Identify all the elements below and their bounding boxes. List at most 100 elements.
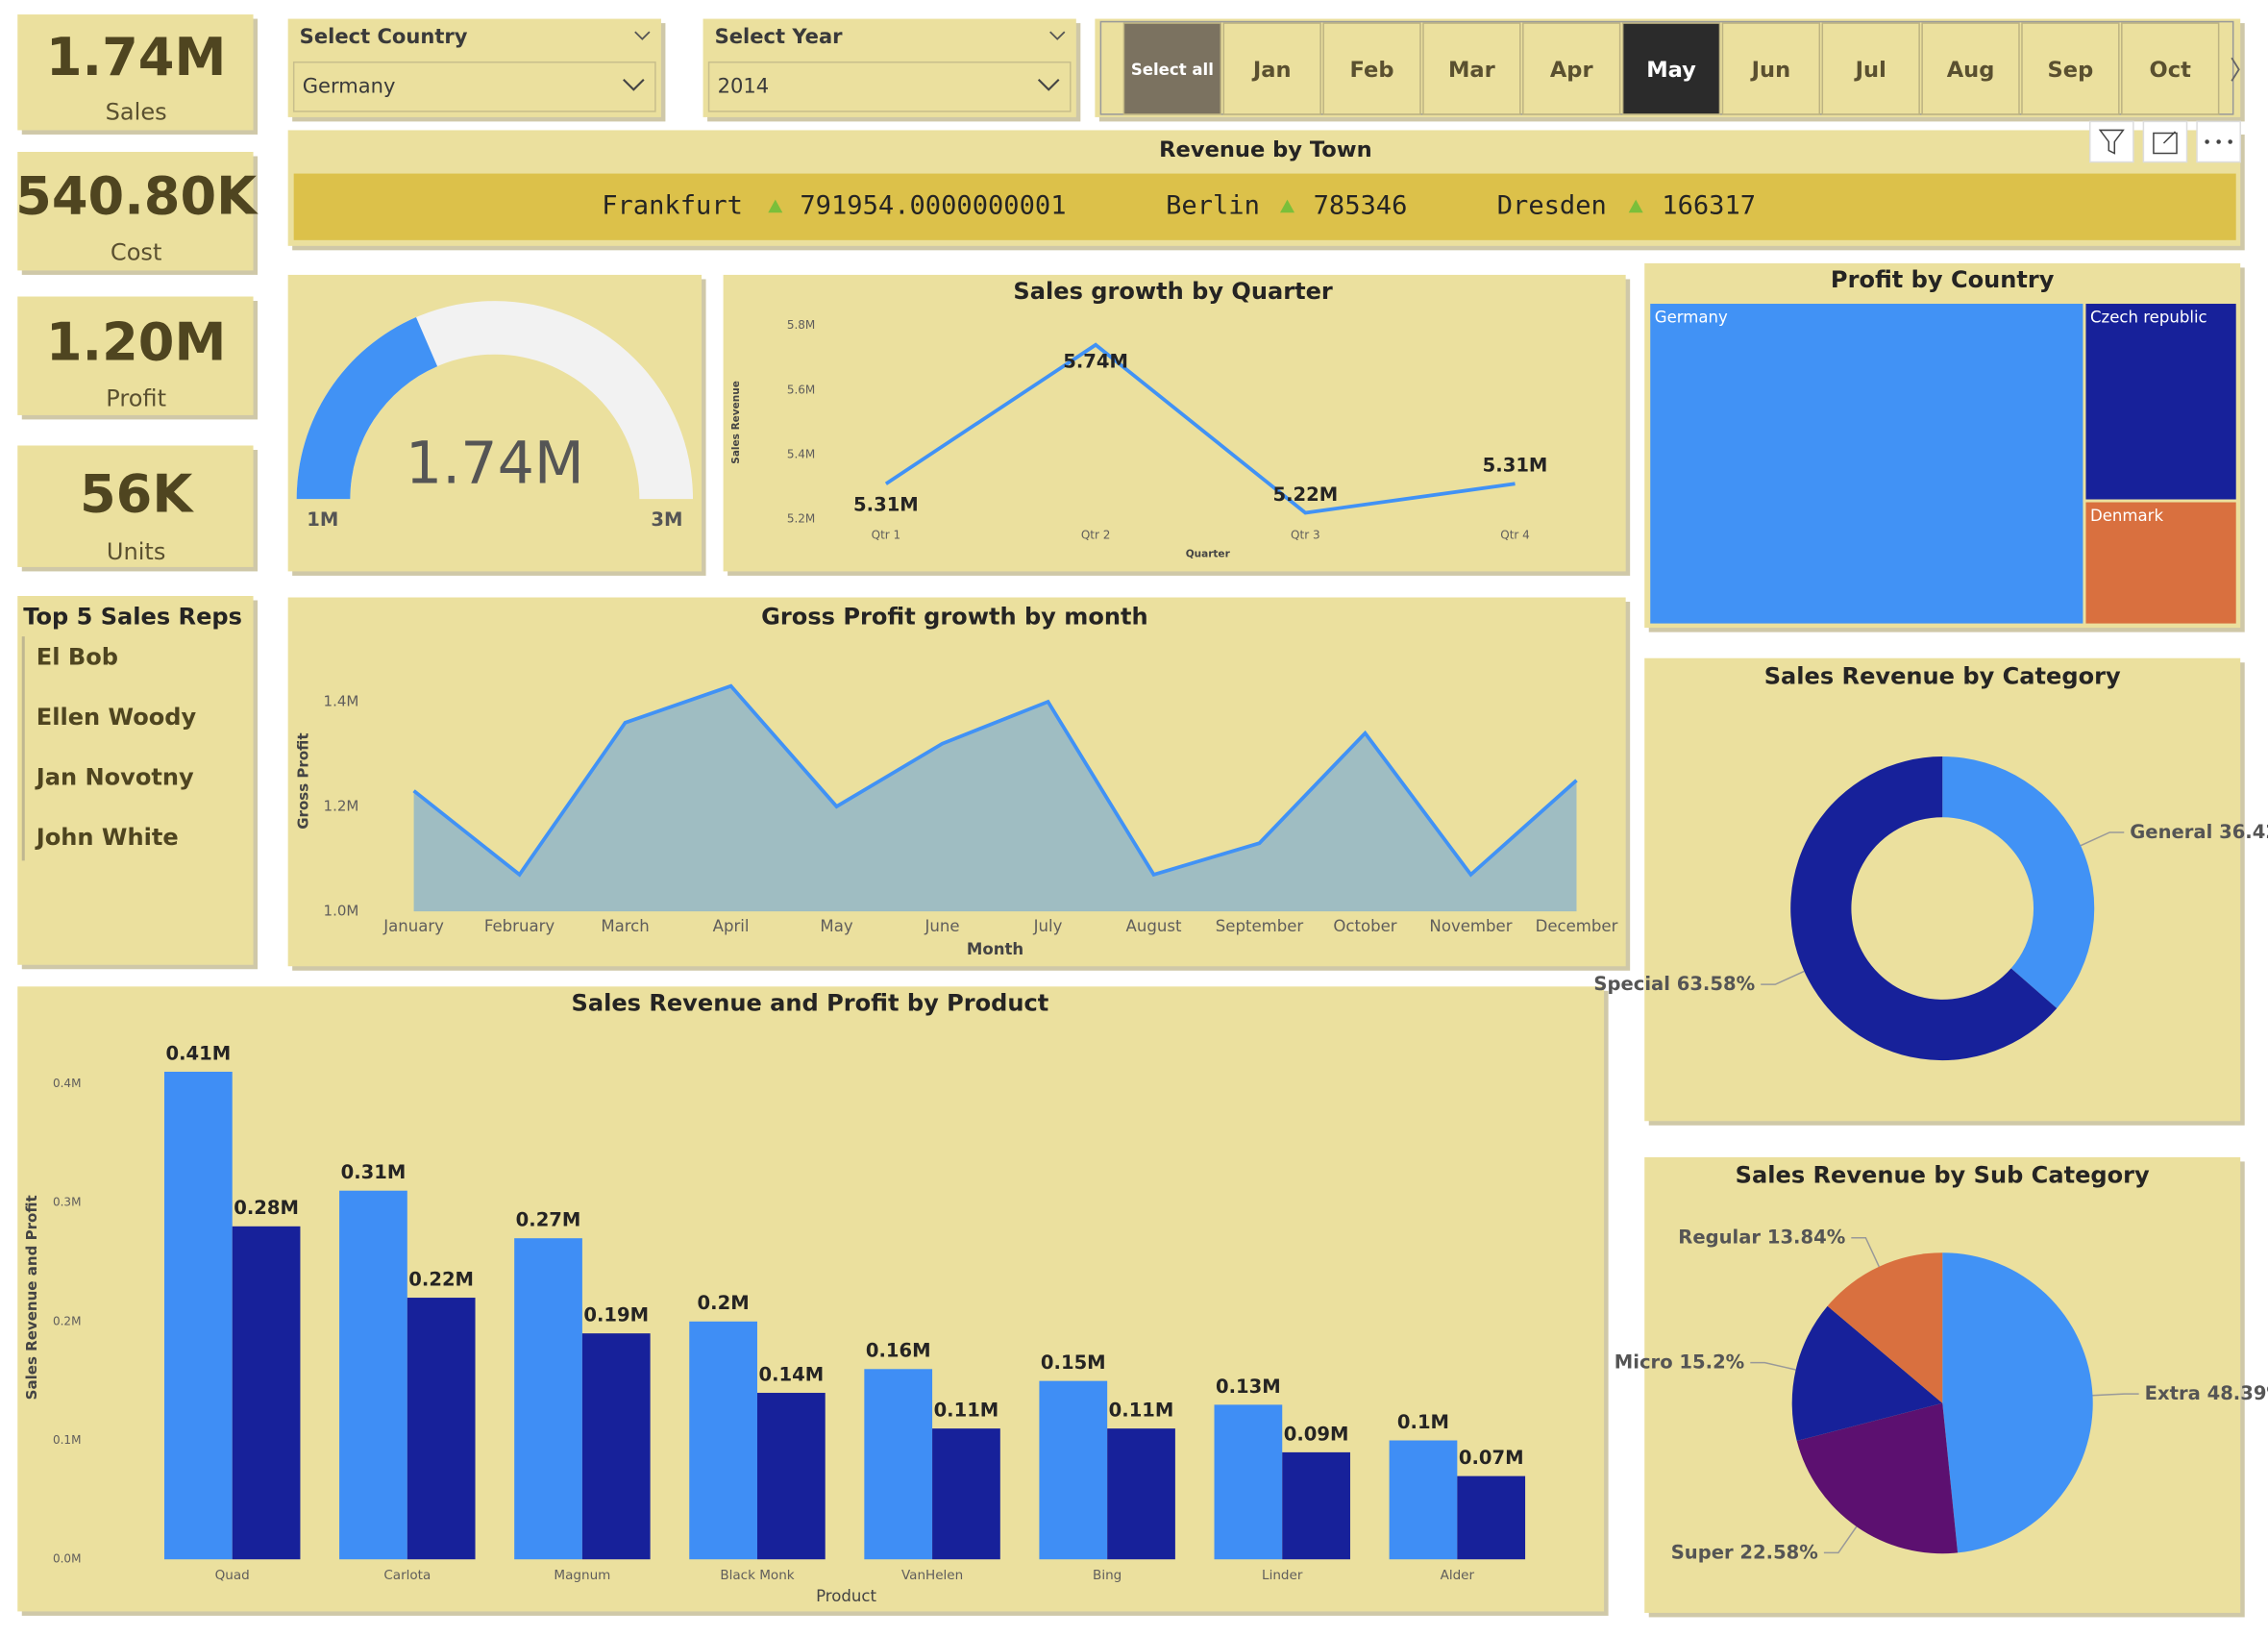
percent-label: 15.2% [1679,1351,1744,1373]
bar[interactable] [1107,1428,1175,1560]
tick-label: August [1126,917,1182,935]
leader-line [2080,831,2125,847]
line [884,342,1516,515]
data-label: 0.31M [341,1161,407,1183]
kpi-card [17,296,254,415]
slicer-button[interactable] [1422,22,1521,115]
treemap-cell[interactable] [1647,301,2086,627]
focus-icon[interactable] [2142,120,2188,163]
bar[interactable] [1389,1440,1458,1560]
treemap-cell[interactable] [2083,499,2239,627]
leader-line [1823,1525,1858,1554]
donut-segment[interactable] [1942,756,2095,1008]
bar[interactable] [1282,1451,1350,1560]
tick-label: Qtr 4 [1500,528,1530,541]
bar[interactable] [163,1071,233,1560]
slicer-button[interactable] [1522,22,1621,115]
slicer-button[interactable] [2021,22,2120,115]
bar[interactable] [932,1428,1000,1560]
chart-title: Gross Profit growth by month [761,604,1147,631]
x-axis-title: Month [967,940,1023,958]
pie-slice[interactable] [1942,1252,2093,1553]
bar[interactable] [232,1226,301,1560]
chart-title: Sales Revenue by Category [1764,662,2121,689]
slicer-label: Sep [2048,58,2094,83]
bar[interactable] [581,1333,651,1560]
pie-slice[interactable] [1791,1305,1943,1441]
bar[interactable] [864,1369,933,1560]
data-label: Micro 15.2% [1615,1351,1744,1373]
town-value: 791954.0000000001 [800,191,1066,221]
tick-label: 0.0M [53,1552,81,1566]
slicer-button[interactable] [1322,22,1421,115]
slicer-button[interactable] [1821,22,1920,115]
dropdown[interactable] [292,61,656,112]
sales-rep[interactable]: Jan Novotny [35,764,194,791]
category-name: Super [1671,1541,1734,1563]
bar[interactable] [1214,1404,1283,1560]
slicer-label: Select all [1131,61,1214,79]
filter-value: Germany [303,73,396,97]
bar[interactable] [1457,1475,1526,1560]
slicer-button[interactable] [1222,22,1321,115]
bar[interactable] [339,1190,407,1560]
data-label: 0.22M [408,1268,474,1290]
kpi-card [17,14,254,131]
data-label: 0.1M [1397,1411,1449,1433]
percent-label: 22.58% [1739,1541,1817,1563]
filter-title: Select Country [300,24,468,48]
bar[interactable] [1039,1380,1108,1560]
kpi-value: 1.74M [46,27,227,87]
dropdown[interactable] [707,61,1072,112]
town-value: 166317 [1662,191,1756,221]
data-label: 0.16M [866,1340,931,1362]
leader-line [2092,1393,2139,1397]
slicer-button[interactable] [1122,22,1222,115]
kpi-label: Profit [106,384,166,411]
tick-label: 5.4M [787,448,815,461]
slicer-label: Jul [1854,58,1886,83]
slicer-button[interactable] [1921,22,2020,115]
bar[interactable] [514,1238,582,1560]
tick-label: April [713,917,750,935]
slicer-button[interactable] [2121,22,2220,115]
leader-line [1761,970,1805,985]
data-label: 0.09M [1284,1423,1349,1445]
data-label: 0.41M [166,1042,232,1064]
leader-line [1750,1361,1796,1371]
chevron [634,31,651,40]
slicer-button[interactable] [1621,22,1721,115]
data-label: 0.14M [759,1363,825,1385]
slicer-label: Mar [1448,58,1496,83]
sales-rep[interactable]: El Bob [37,644,118,671]
filter-title: Select Year [715,24,844,48]
sales-rep[interactable]: Ellen Woody [37,704,197,731]
donut-segment[interactable] [1790,756,2058,1061]
percent-label: 13.84% [1767,1226,1845,1248]
bar[interactable] [756,1393,826,1560]
treemap-cell[interactable] [2083,301,2239,503]
data-label: 0.11M [1109,1400,1174,1422]
pie-slice[interactable] [1827,1252,1943,1403]
area-fill [413,685,1577,912]
tick-label: 5.2M [787,512,815,526]
bar[interactable] [407,1298,476,1560]
percent-label: 48.39% [2207,1382,2268,1404]
tick-label: Bing [1093,1568,1122,1583]
data-label: 0.19M [583,1304,649,1326]
sales-rep[interactable]: John White [35,824,179,851]
data-label: 0.11M [934,1400,999,1422]
filter-value: 2014 [718,73,770,97]
tick-label: Alder [1441,1568,1475,1583]
treemap-label: Germany [1655,309,1728,327]
pie-slice[interactable] [1796,1402,1959,1554]
line [412,683,1578,878]
dot [2228,139,2232,144]
town-name: Dresden [1497,191,1607,221]
slicer-button[interactable] [1721,22,1821,115]
slicer-label: Aug [1947,58,1995,83]
filter-icon[interactable] [2088,120,2134,163]
bar[interactable] [689,1321,757,1560]
data-label: 5.31M [1483,455,1548,477]
filter-glyph [2098,129,2125,155]
